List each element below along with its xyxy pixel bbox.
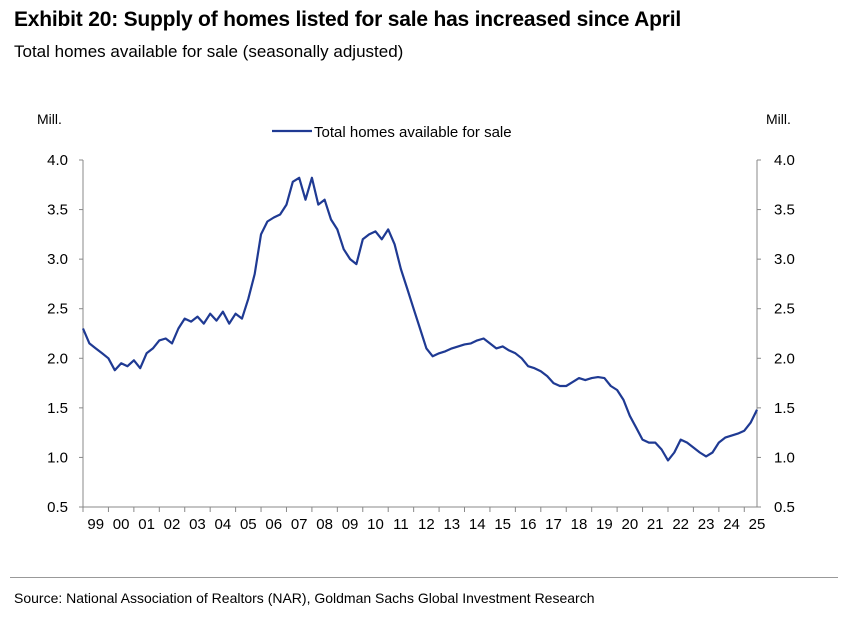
x-tick-label: 18 xyxy=(571,516,588,533)
y-tick-right-label: 1.0 xyxy=(774,449,795,466)
x-tick-label: 02 xyxy=(164,516,181,533)
x-tick-label: 22 xyxy=(672,516,689,533)
chart-subtitle: Total homes available for sale (seasonal… xyxy=(14,42,404,61)
y-tick-right-label: 3.5 xyxy=(774,202,795,219)
x-tick-label: 17 xyxy=(545,516,562,533)
x-tick-label: 99 xyxy=(87,516,104,533)
y-tick-left-label: 1.0 xyxy=(47,449,68,466)
x-tick-label: 08 xyxy=(316,516,333,533)
line-chart: 0.5 1.0 1.5 2.0 2.5 3.0 3.5 4.0 0.5 1.0 1.5 2.0 2.5… xyxy=(37,111,795,533)
x-tick-label: 14 xyxy=(469,516,486,533)
chart-title: Exhibit 20: Supply of homes listed for s… xyxy=(14,8,681,31)
y-tick-right-label: 1.5 xyxy=(774,400,795,417)
x-tick-label: 12 xyxy=(418,516,435,533)
x-tick-label: 01 xyxy=(138,516,155,533)
legend: Total homes available for sale xyxy=(272,124,512,141)
x-tick-label: 24 xyxy=(723,516,740,533)
x-tick-label: 15 xyxy=(494,516,511,533)
x-tick-label: 05 xyxy=(240,516,257,533)
source-note: Source: National Association of Realtors… xyxy=(14,590,595,606)
x-tick-label: 23 xyxy=(698,516,715,533)
x-axis: 99 00 01 02 03 04 05 06 07 08 09 10 11 12 13 14 15 16 17 18… xyxy=(82,507,766,533)
y-tick-left-label: 4.0 xyxy=(47,152,68,169)
x-tick-label: 16 xyxy=(520,516,537,533)
y-tick-left-label: 0.5 xyxy=(47,499,68,516)
y-axis-right: 0.5 1.0 1.5 2.0 2.5 3.0 3.5 4.0 xyxy=(757,152,795,516)
footer-divider xyxy=(10,577,838,578)
y-tick-right-label: 2.0 xyxy=(774,350,795,367)
x-tick-label: 11 xyxy=(393,516,409,533)
series-layer xyxy=(81,176,758,462)
y-tick-left-label: 3.5 xyxy=(47,202,68,219)
y-tick-left-label: 2.0 xyxy=(47,350,68,367)
y-tick-right-label: 3.0 xyxy=(774,251,795,268)
y-tick-right-label: 2.5 xyxy=(774,301,795,318)
y-tick-left-label: 3.0 xyxy=(47,251,68,268)
x-tick-label: 21 xyxy=(647,516,664,533)
chart-axes xyxy=(82,160,758,508)
x-tick-label: 10 xyxy=(367,516,384,533)
series-line-total-homes xyxy=(81,176,758,462)
y-axis-left-unit: Mill. xyxy=(37,111,62,127)
y-tick-right-label: 4.0 xyxy=(774,152,795,169)
legend-label: Total homes available for sale xyxy=(314,124,512,141)
x-tick-label: 13 xyxy=(443,516,460,533)
x-tick-label: 04 xyxy=(215,516,232,533)
y-tick-left-label: 2.5 xyxy=(47,301,68,318)
x-tick-label: 03 xyxy=(189,516,206,533)
y-axis-right-unit: Mill. xyxy=(766,111,791,127)
x-tick-label: 06 xyxy=(265,516,282,533)
y-tick-right-label: 0.5 xyxy=(774,499,795,516)
x-tick-label: 09 xyxy=(342,516,359,533)
x-tick-label: 07 xyxy=(291,516,308,533)
x-tick-label: 25 xyxy=(749,516,766,533)
y-tick-left-label: 1.5 xyxy=(47,400,68,417)
x-tick-label: 20 xyxy=(621,516,638,533)
x-tick-label: 00 xyxy=(113,516,130,533)
y-axis-left: 0.5 1.0 1.5 2.0 2.5 3.0 3.5 4.0 xyxy=(47,152,83,516)
x-tick-label: 19 xyxy=(596,516,613,533)
